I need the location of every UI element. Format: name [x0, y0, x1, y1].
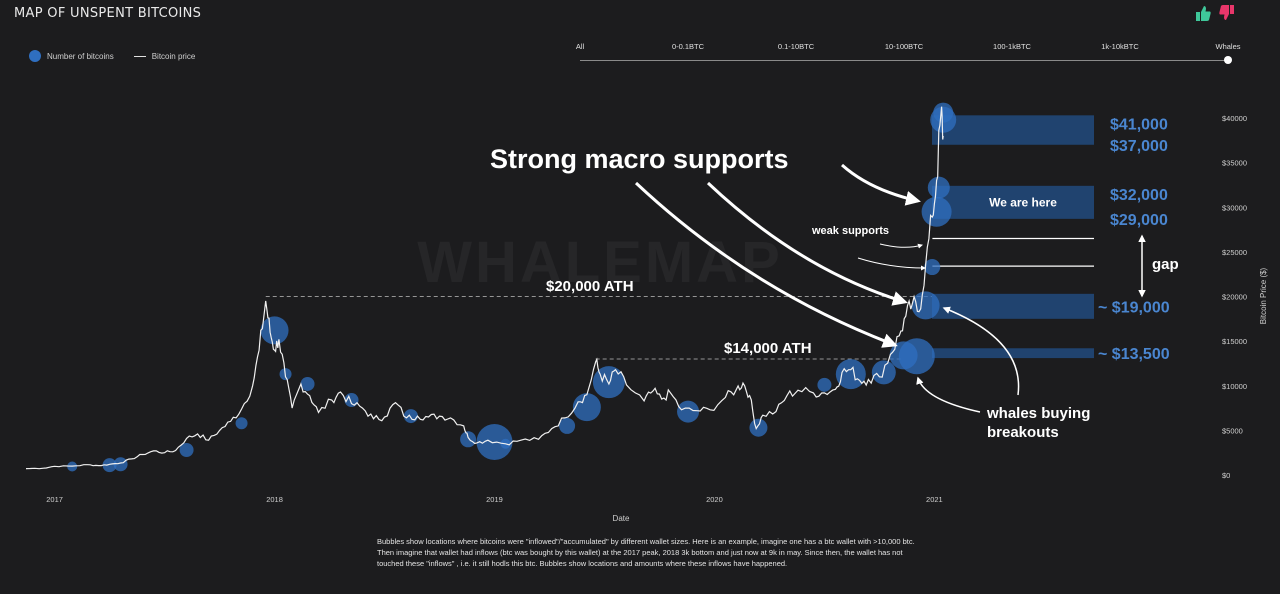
support-band-1-lower-label: $29,000 [1110, 212, 1168, 229]
watermark: WHALEMAP [417, 230, 783, 295]
y-tick-label: $20000 [1222, 293, 1247, 302]
x-axis-label: Date [613, 514, 630, 523]
weak-support-arrow-2 [857, 257, 926, 271]
filter-option-0.1-10btc[interactable]: 0.1-10BTC [777, 42, 815, 51]
bubble-15 [592, 366, 625, 399]
bubble-26 [927, 176, 950, 199]
filter-option-0-0.1btc[interactable]: 0-0.1BTC [671, 42, 705, 51]
bubble-25 [921, 196, 952, 227]
whales-annotation-line1: whales buying [986, 405, 1090, 422]
y-tick-label: $5000 [1222, 426, 1243, 435]
thumbs-down-icon[interactable] [1218, 4, 1236, 22]
headline-annotation: Strong macro supports [490, 144, 789, 174]
filter-option-whales[interactable]: Whales [1215, 42, 1241, 51]
bubble-5 [260, 316, 289, 345]
y-tick-label: $35000 [1222, 159, 1247, 168]
wallet-size-filter[interactable]: All 0-0.1BTC 0.1-10BTC 10-100BTC 100-1kB… [576, 42, 1241, 66]
bubble-18 [817, 377, 832, 392]
filter-slider-handle[interactable] [1224, 56, 1232, 64]
support-band-0-upper-label: $41,000 [1110, 116, 1168, 133]
bubble-23 [911, 291, 940, 320]
bubble-22 [898, 338, 935, 375]
filter-option-100-1kbtc[interactable]: 100-1kBTC [993, 42, 1031, 51]
support-band-2-label: ~ $19,000 [1098, 299, 1170, 316]
x-tick-label: 2018 [266, 495, 283, 504]
bubble-7 [300, 376, 315, 391]
bubble-9 [403, 409, 418, 424]
x-tick-label: 2019 [486, 495, 503, 504]
y-tick-label: $10000 [1222, 382, 1247, 391]
support-band-3 [932, 348, 1094, 359]
whales-arrow-upper [942, 306, 1020, 396]
chart-legend: Number of bitcoins Bitcoin price [29, 50, 195, 62]
y-tick-label: $40000 [1222, 114, 1247, 123]
bubble-19 [835, 359, 866, 390]
bubble-16 [677, 400, 700, 423]
y-tick-label: $0 [1222, 471, 1230, 480]
filter-option-1k-10kbtc[interactable]: 1k-10kBTC [1101, 42, 1139, 51]
y-axis-label: Bitcoin Price ($) [1259, 267, 1268, 324]
chart-caption: Bubbles show locations where bitcoins we… [377, 537, 915, 568]
filter-option-10-100btc[interactable]: 10-100BTC [884, 42, 924, 51]
filter-slider-track[interactable] [580, 60, 1228, 61]
bubble-10 [460, 431, 477, 448]
bubble-3 [179, 443, 194, 458]
bubble-legend-label: Number of bitcoins [47, 51, 114, 61]
thumbs-down-glyph [1219, 5, 1234, 20]
page-title: MAP OF UNSPENT BITCOINS [14, 6, 202, 21]
price-legend-swatch [133, 55, 146, 57]
ath-14k-annotation: $14,000 ATH [724, 340, 812, 357]
whales-arrow-lower [916, 376, 981, 413]
support-band-1-upper-label: $32,000 [1110, 187, 1168, 204]
x-tick-label: 2021 [926, 495, 943, 504]
arrow-to-19k-band [706, 181, 908, 306]
support-band-3-label: ~ $13,500 [1098, 346, 1170, 363]
bubble-4 [235, 417, 248, 430]
bubble-2 [113, 457, 128, 472]
y-tick-label: $25000 [1222, 248, 1247, 257]
weak-supports-annotation: weak supports [811, 225, 889, 237]
ath-20k-annotation: $20,000 ATH [546, 278, 634, 295]
y-tick-label: $30000 [1222, 203, 1247, 212]
bubble-13 [559, 417, 576, 434]
weak-support-arrow-1 [879, 243, 923, 249]
x-tick-label: 2017 [46, 495, 63, 504]
bubble-14 [572, 393, 601, 422]
arrow-to-13500-band [634, 181, 898, 348]
support-band-1 [932, 185, 1094, 219]
y-tick-label: $15000 [1222, 337, 1247, 346]
support-band-2 [932, 293, 1094, 319]
bubble-17 [749, 418, 768, 437]
bubble-28 [933, 102, 954, 123]
thumbs-up-icon[interactable] [1194, 4, 1212, 22]
support-band-0 [932, 115, 1094, 145]
support-band-0-lower-label: $37,000 [1110, 138, 1168, 155]
arrow-to-current-band [841, 163, 921, 206]
price-legend-label: Bitcoin price [151, 51, 196, 61]
bubble-legend-swatch [29, 50, 41, 62]
x-tick-label: 2020 [706, 495, 723, 504]
price-series-line [25, 106, 944, 470]
bubble-1 [102, 458, 117, 473]
bubble-24 [924, 259, 941, 276]
we-are-here-label: We are here [989, 195, 1057, 209]
gap-annotation: gap [1152, 256, 1179, 273]
filter-option-all[interactable]: All [575, 42, 585, 51]
whales-annotation-line2: breakouts [987, 424, 1059, 441]
thumbs-up-glyph [1196, 6, 1211, 21]
